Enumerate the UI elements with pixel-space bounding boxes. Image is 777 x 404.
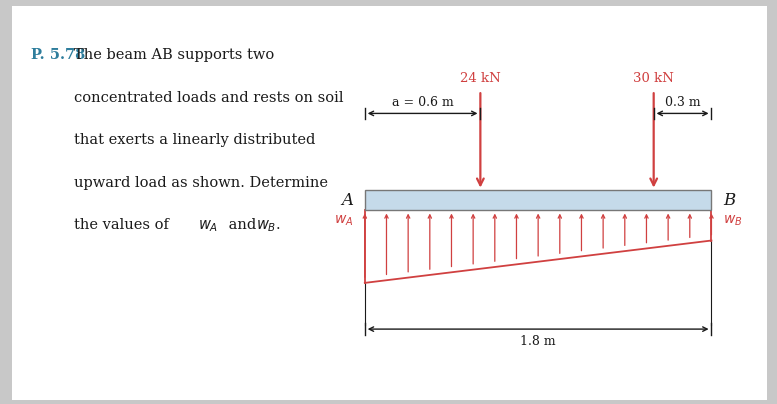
Text: 0.3 m: 0.3 m bbox=[665, 96, 700, 109]
Bar bbox=[365, 190, 712, 210]
Text: A: A bbox=[341, 191, 354, 208]
Text: a = 0.6 m: a = 0.6 m bbox=[392, 96, 454, 109]
Text: P. 5.78: P. 5.78 bbox=[31, 48, 85, 63]
Text: The beam AB supports two: The beam AB supports two bbox=[74, 48, 274, 63]
Text: upward load as shown. Determine: upward load as shown. Determine bbox=[74, 176, 328, 190]
Text: and: and bbox=[224, 218, 260, 232]
Text: $w_B$: $w_B$ bbox=[723, 214, 743, 228]
Text: B: B bbox=[723, 191, 735, 208]
Text: 24 kN: 24 kN bbox=[460, 72, 500, 84]
Text: that exerts a linearly distributed: that exerts a linearly distributed bbox=[74, 133, 315, 147]
Text: $w_A$: $w_A$ bbox=[334, 214, 354, 228]
Text: 30 kN: 30 kN bbox=[633, 72, 674, 84]
Text: $w_B$.: $w_B$. bbox=[256, 218, 281, 234]
Text: the values of: the values of bbox=[74, 218, 173, 232]
Text: $w_A$: $w_A$ bbox=[198, 218, 218, 234]
Text: concentrated loads and rests on soil: concentrated loads and rests on soil bbox=[74, 91, 343, 105]
Text: 1.8 m: 1.8 m bbox=[521, 335, 556, 348]
